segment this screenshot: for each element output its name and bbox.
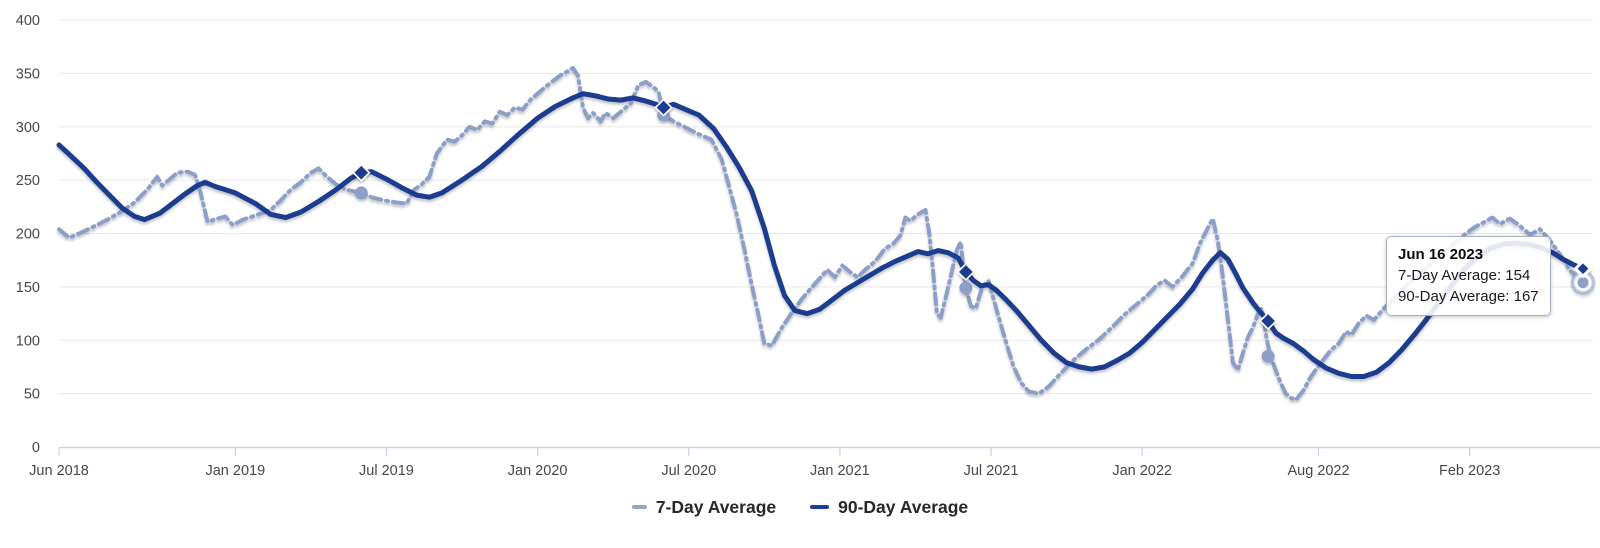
marker-diamond-90day[interactable]: [1258, 311, 1278, 331]
axis-labels: 400 350 300 250 200 150 100 50 0 Jun 2018 Jan 2019…: [16, 13, 1500, 479]
legend-item-90day-average[interactable]: 90-Day Average: [810, 497, 968, 518]
series-line-90day-average: [56, 91, 1586, 379]
tooltip-7day-value: 7-Day Average: 154: [1398, 267, 1531, 284]
x-axis-label: Jul 2020: [661, 463, 716, 479]
y-axis-label: 300: [16, 120, 40, 136]
x-axis-label: Jun 2018: [29, 463, 89, 479]
x-axis-label: Jan 2021: [810, 463, 870, 479]
gridlines: [59, 19, 1593, 395]
y-axis-label: 150: [16, 280, 40, 296]
x-axis-label: Jan 2022: [1112, 463, 1172, 479]
legend: 7-Day Average 90-Day Average: [0, 492, 1600, 522]
legend-item-7day-average[interactable]: 7-Day Average: [631, 496, 777, 518]
marker-diamond-90day[interactable]: [956, 262, 975, 282]
marker-circle-7day[interactable]: [354, 186, 368, 200]
marker-circle-7day[interactable]: [1577, 277, 1589, 289]
y-axis-label: 400: [16, 13, 40, 29]
legend-label-90day: 90-Day Average: [838, 496, 969, 517]
x-axis-label: Feb 2023: [1439, 463, 1500, 479]
y-axis-label: 350: [16, 66, 40, 82]
marker-diamond-90day[interactable]: [1573, 259, 1593, 279]
marker-circle-7day[interactable]: [1261, 349, 1275, 363]
series-lines: [56, 66, 1586, 402]
7day-dash-swatch-icon: [631, 505, 647, 509]
x-axis-label: Aug 2022: [1287, 463, 1349, 479]
marker-diamond-90day[interactable]: [654, 98, 673, 117]
x-axis-label: Jul 2019: [359, 463, 414, 479]
y-axis-label: 50: [24, 387, 40, 403]
marker-diamond-90day[interactable]: [352, 163, 371, 182]
x-axis: [58, 446, 1600, 456]
90day-dash-swatch-icon: [810, 505, 830, 509]
y-axis-label: 250: [16, 173, 40, 189]
y-axis-label: 0: [32, 440, 40, 456]
legend-label-7day: 7-Day Average: [655, 496, 777, 517]
tooltip-90day-value: 90-Day Average: 167: [1398, 288, 1539, 305]
x-axis-label: Jan 2020: [508, 463, 568, 479]
y-axis-label: 200: [16, 227, 40, 243]
series-line-7day-average: [57, 66, 1585, 402]
data-point-markers[interactable]: [352, 98, 1596, 363]
tooltip-date: Jun 16 2023: [1398, 246, 1484, 263]
y-axis-label: 100: [16, 333, 40, 349]
marker-circle-7day[interactable]: [959, 281, 973, 295]
tooltip: Jun 16 2023 7-Day Average: 154 90-Day Av…: [1386, 236, 1551, 316]
x-axis-label: Jul 2021: [964, 463, 1019, 479]
x-axis-label: Jan 2019: [205, 463, 265, 479]
